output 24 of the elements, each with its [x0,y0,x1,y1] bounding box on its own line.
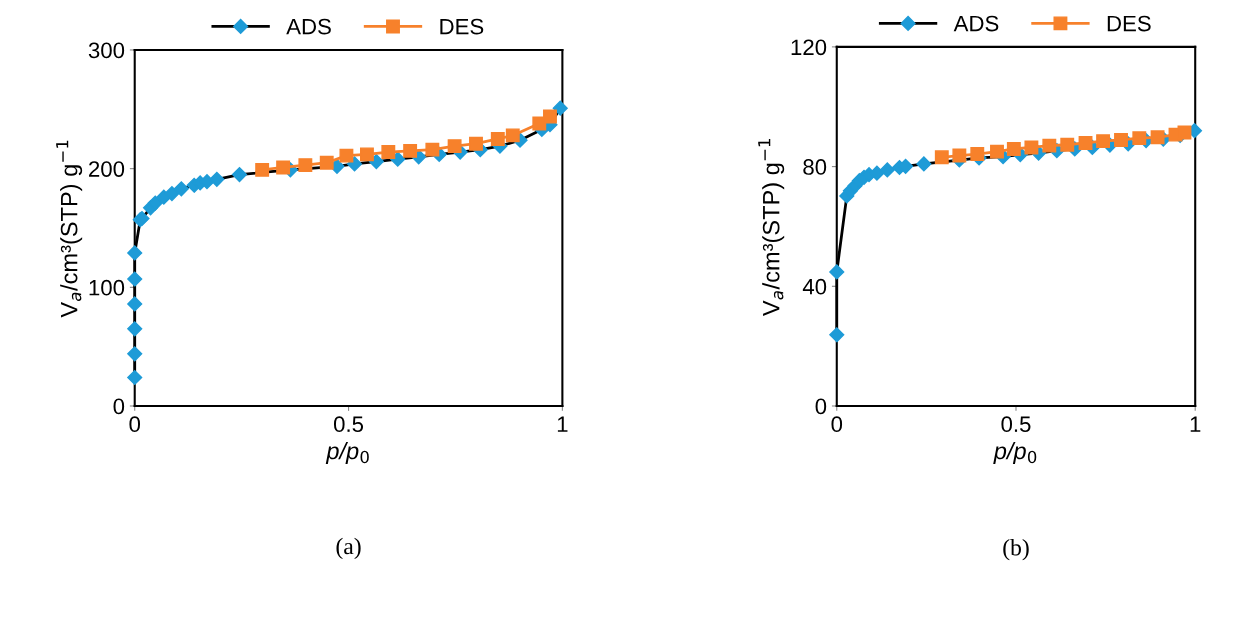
y-axis-title: V$_{a}$/cm³(STP) g$^{−1}$ [56,140,83,318]
x-tick-label: 1 [557,416,568,432]
y-tick-label: 0 [113,398,125,415]
legend-label: ADS [286,18,331,35]
y-tick-label: 120 [791,39,827,56]
x-tick-label: 1 [1190,416,1201,432]
y-tick-label: 300 [88,42,125,59]
legend-label: DES [440,18,484,35]
legend-label: DES [1107,15,1151,32]
y-tick-label: 0 [815,398,827,415]
x-tick-label: 0.5 [1001,416,1031,433]
text: (a) [336,537,361,560]
text: (b) [1003,538,1029,561]
y-tick-label: 100 [89,279,125,296]
x-tick-label: 0 [831,416,843,433]
y-tick-label: 40 [802,278,827,295]
x-tick-label: 0.5 [333,416,364,433]
y-axis-title: V$_{a}$/cm³(STP) g$^{−1}$ [758,139,785,317]
y-tick-label: 80 [803,159,827,175]
x-axis-title: p/p$_{0}$ [325,441,369,464]
x-axis-title: p/p$_{0}$ [993,441,1037,464]
legend-label: ADS [953,15,999,32]
x-tick-label: 0 [129,416,141,433]
y-tick-label: 200 [89,161,125,177]
